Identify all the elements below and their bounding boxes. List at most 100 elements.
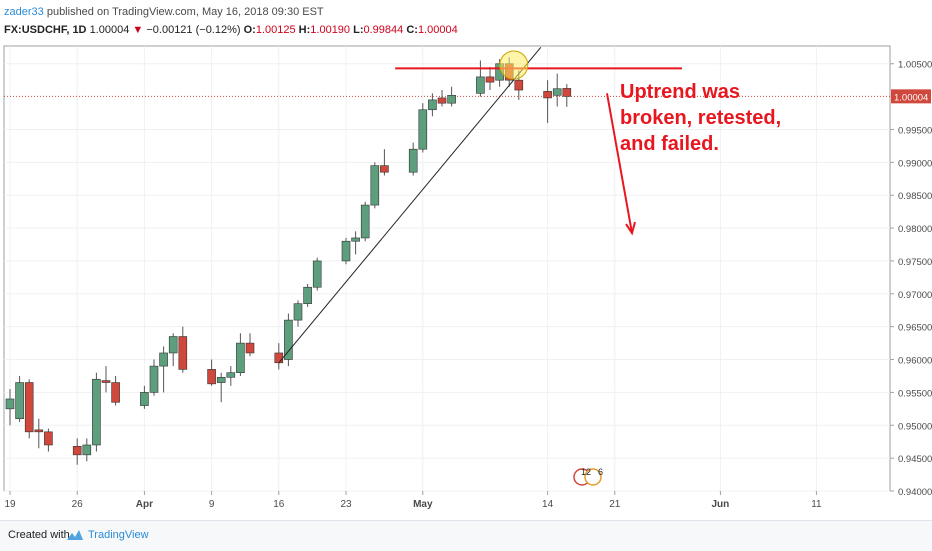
candle-body <box>72 446 82 456</box>
low-label: L: <box>353 24 364 36</box>
candle-body <box>312 260 322 288</box>
candle[interactable] <box>5 389 15 426</box>
candle-body <box>216 376 226 383</box>
x-tick-label: 9 <box>209 499 215 510</box>
close-label: C: <box>406 24 418 36</box>
candle[interactable] <box>168 333 178 367</box>
candle[interactable] <box>101 366 111 393</box>
annotation-text: broken, retested, <box>620 107 781 129</box>
published-text: published on TradingView.com, May 16, 20… <box>46 6 324 18</box>
x-tick-label: Apr <box>136 499 153 510</box>
last-price-tag-bg <box>891 89 931 104</box>
candle[interactable] <box>293 300 303 327</box>
high-value: 1.00190 <box>310 24 351 36</box>
candle[interactable] <box>216 372 226 403</box>
trendline[interactable] <box>278 46 542 364</box>
candle[interactable] <box>140 385 149 409</box>
y-tick-label: 0.98500 <box>898 191 932 202</box>
candle-body <box>5 398 15 410</box>
candle-body <box>24 382 34 433</box>
candle[interactable] <box>149 359 159 396</box>
events-badge[interactable]: 12 6 <box>573 467 603 486</box>
candle[interactable] <box>72 438 82 465</box>
y-tick-label: 0.99500 <box>898 125 932 136</box>
candle-body <box>303 286 312 304</box>
change-value: −0.00121 (−0.12%) <box>146 24 241 36</box>
candle-body <box>293 303 303 321</box>
candle[interactable] <box>303 283 312 307</box>
candle[interactable] <box>341 237 351 265</box>
candle[interactable] <box>360 201 370 242</box>
symbol-label: FX:USDCHF, 1D <box>4 24 87 36</box>
candle-body <box>82 444 92 456</box>
candle[interactable] <box>245 333 255 357</box>
candle-body <box>226 372 236 378</box>
candle-body <box>34 429 44 433</box>
y-tick-label: 1.00500 <box>898 60 932 71</box>
x-tick-label: 21 <box>609 499 621 510</box>
candle[interactable] <box>207 359 216 386</box>
created-with-text: Created with <box>8 529 70 541</box>
candle[interactable] <box>437 90 447 107</box>
candle[interactable] <box>159 346 168 393</box>
x-tick-label: 14 <box>542 499 554 510</box>
down-arrow-icon: ▼ <box>132 24 144 36</box>
arrow-shaft <box>606 93 633 234</box>
x-tick-label: 26 <box>72 499 84 510</box>
x-tick-label: Jun <box>712 499 730 510</box>
candle-body <box>207 369 216 385</box>
candle[interactable] <box>447 86 456 107</box>
candle[interactable] <box>15 375 24 422</box>
candle-body <box>351 237 360 242</box>
ohlc-line: FX:USDCHF, 1D 1.00004 ▼ −0.00121 (−0.12%… <box>4 22 924 38</box>
candle-body <box>408 148 418 173</box>
candle[interactable] <box>226 366 236 386</box>
candle-body <box>447 94 456 104</box>
candle[interactable] <box>284 313 293 367</box>
plot-frame <box>3 45 891 492</box>
candle[interactable] <box>351 231 360 255</box>
candle[interactable] <box>92 372 101 452</box>
y-tick-label: 0.95000 <box>898 421 932 432</box>
publish-line: zader33 published on TradingView.com, Ma… <box>4 4 924 20</box>
y-tick-label: 0.96000 <box>898 356 932 367</box>
y-tick-label: 0.94000 <box>898 487 932 498</box>
candle[interactable] <box>236 333 245 376</box>
candle[interactable] <box>312 257 322 291</box>
candle[interactable] <box>408 142 418 176</box>
candle[interactable] <box>178 326 188 373</box>
x-tick-label: May <box>413 499 433 510</box>
candle[interactable] <box>485 67 495 91</box>
candle[interactable] <box>24 379 34 439</box>
candle-body <box>159 352 168 367</box>
candle[interactable] <box>111 375 120 406</box>
candle[interactable] <box>552 73 562 107</box>
candle-body <box>485 76 495 83</box>
candle[interactable] <box>370 162 380 209</box>
tradingview-link[interactable]: TradingView <box>88 529 149 541</box>
low-value: 0.99844 <box>363 24 404 36</box>
candle[interactable] <box>44 428 53 452</box>
candle[interactable] <box>543 80 552 123</box>
annotation-text: Uptrend was <box>620 81 740 103</box>
price-chart[interactable]: 1.00500 0.99500 0.99000 0.98500 0.98000 0.975… <box>0 40 932 520</box>
highlight-circle[interactable] <box>499 50 529 80</box>
candle[interactable] <box>34 418 44 449</box>
chart-area[interactable]: 1.00500 0.99500 0.99000 0.98500 0.98000 0.975… <box>0 40 932 520</box>
tradingview-logo-icon[interactable] <box>66 528 84 542</box>
candle-body <box>178 336 188 370</box>
candle[interactable] <box>476 60 485 97</box>
candle[interactable] <box>380 149 389 176</box>
candle[interactable] <box>562 84 572 107</box>
candle-body <box>562 88 572 97</box>
candle[interactable] <box>82 438 92 462</box>
events-count-2: 6 <box>598 467 603 477</box>
x-tick-label: 11 <box>811 499 822 510</box>
open-value: 1.00125 <box>255 24 296 36</box>
y-tick-label: 0.94500 <box>898 454 932 465</box>
candle[interactable] <box>418 103 428 153</box>
candle-body <box>168 336 178 354</box>
author-link[interactable]: zader33 <box>4 6 44 18</box>
candle-body <box>370 165 380 206</box>
candle[interactable] <box>428 93 437 117</box>
